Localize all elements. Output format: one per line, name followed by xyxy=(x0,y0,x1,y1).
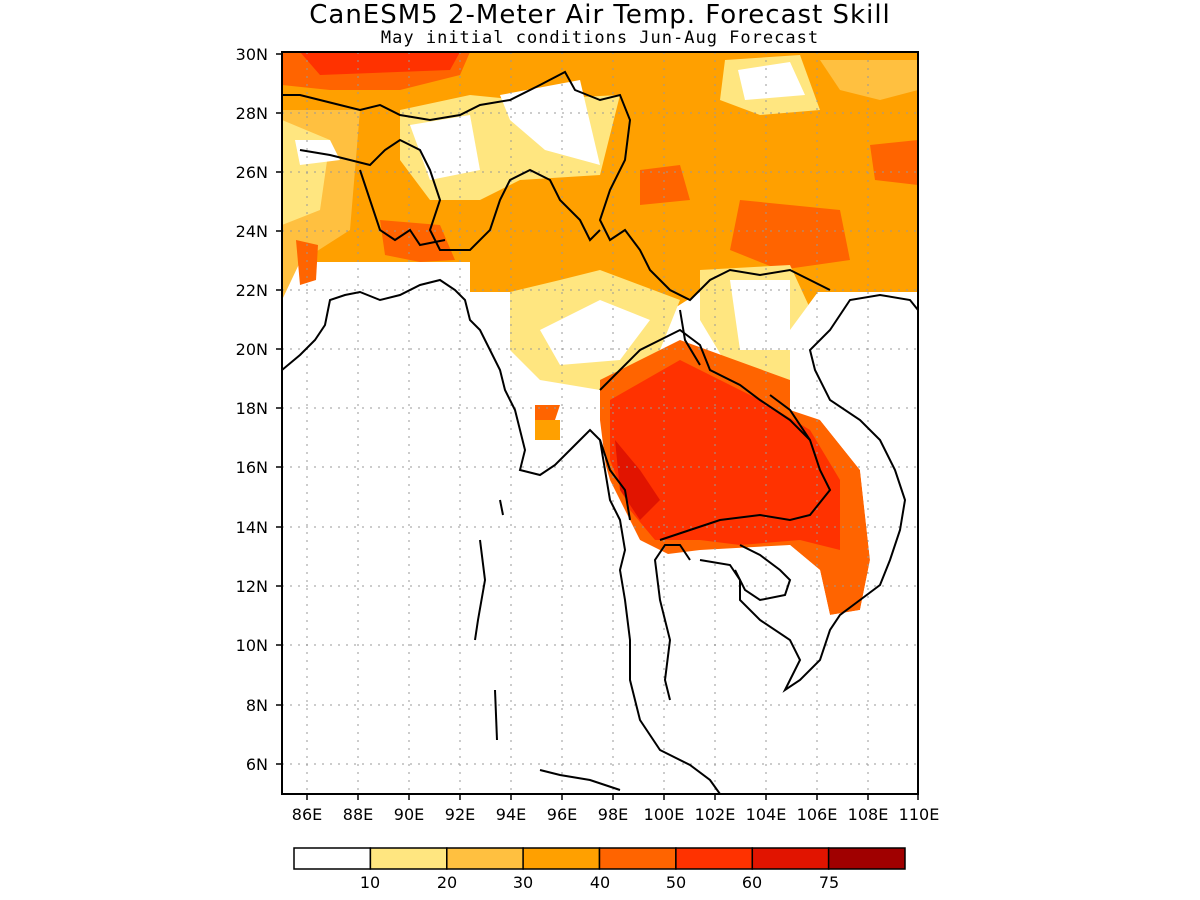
field-white-ne xyxy=(738,62,805,100)
lat-label: 6N xyxy=(246,755,268,774)
lat-label: 12N xyxy=(236,577,268,596)
field-darker-patches xyxy=(640,165,690,205)
colorbar-label: 75 xyxy=(819,873,839,892)
lon-label: 110E xyxy=(899,805,940,824)
lon-label: 96E xyxy=(547,805,577,824)
lon-labels: 86E 88E 90E 92E 94E 96E 98E 100E 102E 10… xyxy=(292,805,940,824)
colorbar-label: 30 xyxy=(513,873,533,892)
grid-lines xyxy=(282,52,918,794)
lon-label: 104E xyxy=(746,805,787,824)
lon-label: 108E xyxy=(848,805,889,824)
field-60-75-indochina xyxy=(615,440,660,520)
map-frame xyxy=(281,51,919,795)
lon-label: 90E xyxy=(394,805,424,824)
page-subtitle: May initial conditions Jun-Aug Forecast xyxy=(380,28,820,48)
nodata-se xyxy=(680,292,918,794)
lon-label: 92E xyxy=(445,805,475,824)
colorbar-label: 50 xyxy=(666,873,686,892)
lon-label: 86E xyxy=(292,805,322,824)
colorbar-swatch xyxy=(751,847,830,870)
lon-label: 100E xyxy=(644,805,685,824)
colorbar-swatch xyxy=(446,847,524,870)
colorbar-label: 60 xyxy=(742,873,762,892)
lon-label: 106E xyxy=(797,805,838,824)
lat-label: 16N xyxy=(236,458,268,477)
page-title: CanESM5 2-Meter Air Temp. Forecast Skill xyxy=(309,0,891,30)
lat-label: 14N xyxy=(236,518,268,537)
coastlines-borders xyxy=(282,70,918,794)
lat-label: 22N xyxy=(236,281,268,300)
field-white-central xyxy=(540,300,650,365)
lat-label: 20N xyxy=(236,340,268,359)
lon-label: 94E xyxy=(496,805,526,824)
axis-ticks xyxy=(276,53,919,800)
lat-label: 26N xyxy=(236,163,268,182)
colorbar-swatch xyxy=(522,847,601,870)
skill-shading xyxy=(282,52,918,794)
lat-label: 8N xyxy=(246,696,268,715)
lat-labels: 30N 28N 26N 24N 22N 20N 18N 16N 14N 12N … xyxy=(236,45,268,774)
colorbar-swatch xyxy=(369,847,448,870)
field-red-west xyxy=(296,240,318,285)
lat-label: 18N xyxy=(236,399,268,418)
colorbar-label: 10 xyxy=(360,873,380,892)
lon-label: 98E xyxy=(598,805,628,824)
field-small-left-2 xyxy=(535,420,562,440)
colorbar-labels: 10 20 30 40 50 60 75 xyxy=(360,873,839,892)
colorbar-label: 40 xyxy=(590,873,610,892)
lon-label: 102E xyxy=(695,805,736,824)
nodata-bay-of-bengal xyxy=(282,262,680,794)
lat-label: 30N xyxy=(236,45,268,64)
lat-label: 10N xyxy=(236,636,268,655)
field-light-ne xyxy=(820,60,918,100)
colorbar-swatch xyxy=(598,847,677,870)
colorbar-swatch xyxy=(293,847,372,870)
field-small-left xyxy=(535,405,560,420)
lon-label: 88E xyxy=(343,805,373,824)
field-50-60-top xyxy=(300,52,460,75)
colorbar-swatch xyxy=(827,847,906,870)
colorbar xyxy=(293,847,906,870)
colorbar-swatch xyxy=(675,847,754,870)
field-white-north-2 xyxy=(500,80,600,165)
field-darker-patches-3 xyxy=(870,140,918,185)
lat-label: 24N xyxy=(236,222,268,241)
colorbar-label: 20 xyxy=(437,873,457,892)
field-darker-patches-2 xyxy=(730,200,850,270)
field-white-laos xyxy=(730,280,790,350)
lat-label: 28N xyxy=(236,104,268,123)
